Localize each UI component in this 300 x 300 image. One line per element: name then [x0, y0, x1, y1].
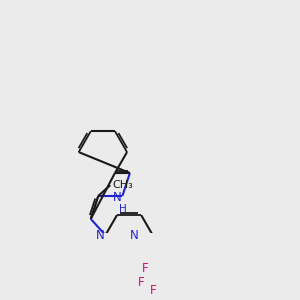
- Text: F: F: [138, 276, 145, 289]
- Text: F: F: [142, 262, 148, 275]
- Text: N: N: [96, 230, 105, 242]
- Text: F: F: [150, 284, 157, 297]
- Text: H: H: [118, 204, 126, 214]
- Text: N: N: [130, 230, 139, 242]
- Text: CH₃: CH₃: [112, 180, 133, 190]
- Text: N: N: [112, 190, 121, 204]
